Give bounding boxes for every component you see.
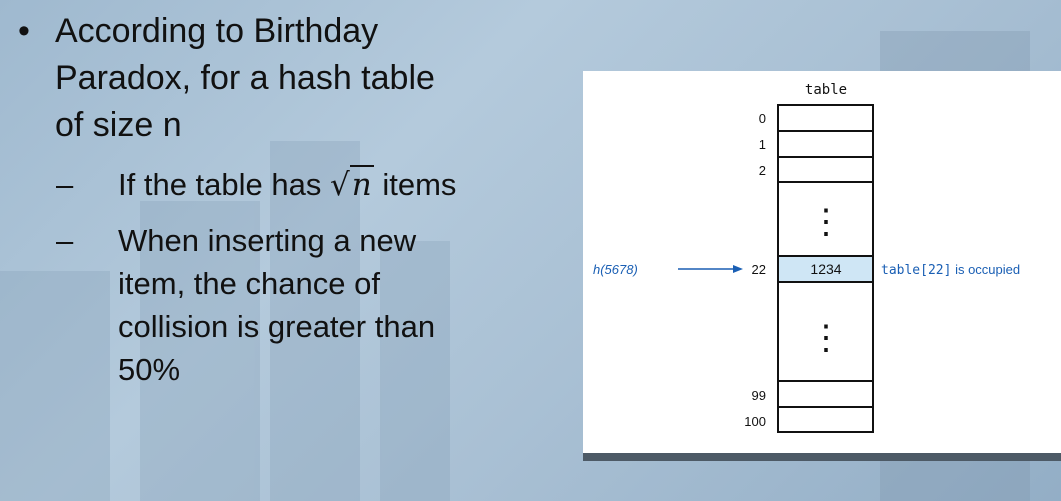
sub-bullet-2-line-3: collision is greater than — [118, 309, 436, 344]
table-title: table — [805, 82, 847, 98]
occupied-cell — [779, 257, 872, 281]
sub-bullet-2: – When inserting a new item, the chance … — [56, 219, 578, 391]
main-bullet: • According to Birthday Paradox, for a h… — [18, 8, 578, 149]
main-bullet-line-1: According to Birthday — [55, 12, 379, 50]
hash-table-figure: table 1234 ⋮ ⋮ 0 1 2 22 99 100 h(5678) t… — [583, 71, 1061, 453]
index-22: 22 — [752, 262, 766, 277]
index-100: 100 — [744, 414, 766, 429]
index-0: 0 — [759, 111, 766, 126]
table-outline — [777, 104, 874, 433]
index-2: 2 — [759, 163, 766, 178]
sub-bullet-1-suffix: items — [373, 167, 457, 202]
occupied-value: 1234 — [810, 261, 841, 277]
sqrt-var: n — [349, 165, 374, 203]
arrow-right-icon — [733, 265, 743, 273]
sub-bullet-2-line-2: item, the chance of — [118, 266, 380, 301]
main-bullet-line-3: of size n — [55, 106, 182, 144]
sub-bullet-1: – If the table has √n items — [56, 163, 578, 207]
index-99: 99 — [752, 388, 766, 403]
sub-bullet-1-prefix: If the table has — [118, 167, 330, 202]
ellipsis-lower-icon: ⋮ — [809, 319, 843, 357]
sqrt-n-math: √n — [329, 165, 374, 203]
hash-table-diagram: table 1234 ⋮ ⋮ 0 1 2 22 99 100 h(5678) t… — [593, 82, 1020, 433]
index-1: 1 — [759, 137, 766, 152]
dash-icon: – — [56, 167, 74, 202]
sub-bullet-2-line-1: When inserting a new — [118, 223, 417, 258]
bullet-dot-icon: • — [18, 12, 30, 50]
occupied-annotation: table[22] is occupied — [881, 262, 1020, 278]
annotation-code: table[22] — [881, 263, 951, 278]
sub-bullet-2-line-4: 50% — [118, 352, 181, 387]
ellipsis-upper-icon: ⋮ — [809, 203, 843, 241]
bullet-list: • According to Birthday Paradox, for a h… — [18, 8, 578, 391]
dash-icon: – — [56, 223, 74, 258]
hash-label: h(5678) — [593, 262, 638, 277]
main-bullet-line-2: Paradox, for a hash table — [55, 59, 435, 97]
annotation-text: is occupied — [951, 262, 1020, 277]
